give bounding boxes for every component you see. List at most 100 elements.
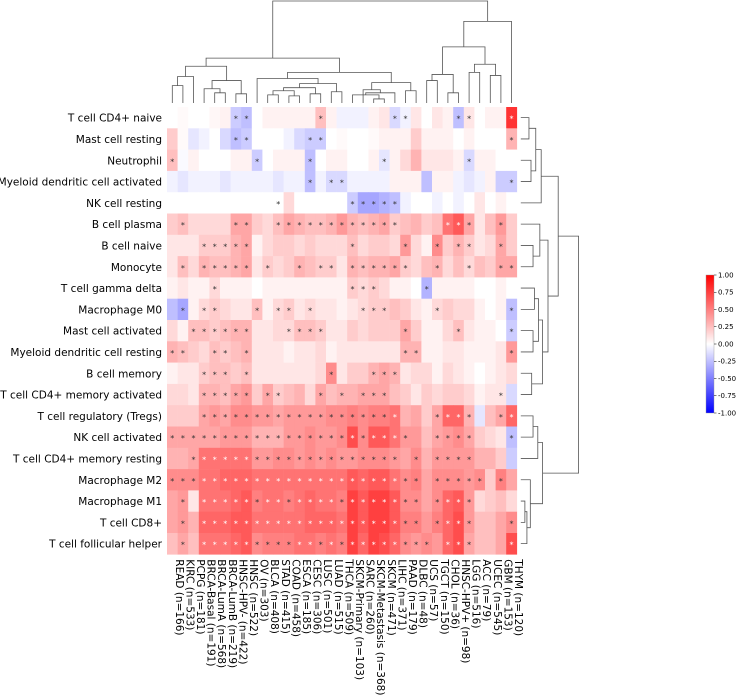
heatmap-cell [167,469,178,491]
significance-star: * [202,498,206,507]
heatmap-cell [410,170,422,193]
column-label-brca-luma-n-568: BRCA-LumA (n=568) [215,559,227,668]
significance-star: * [234,541,238,550]
significance-star: * [404,115,408,124]
heatmap-cell [230,533,242,555]
heatmap-cell [283,320,295,342]
column-label-gbm-n-153: GBM (n=153) [501,559,513,630]
significance-star: * [223,434,227,443]
heatmap-cell [304,170,316,193]
heatmap-cell [220,256,231,278]
heatmap-cell [389,469,401,491]
significance-star: * [499,264,503,273]
heatmap-cell [294,107,306,129]
heatmap-cell [273,149,284,172]
significance-star: * [435,413,439,422]
significance-star: * [266,498,270,507]
significance-star: * [467,413,471,422]
heatmap-cell [442,128,454,150]
heatmap-cell [230,341,242,363]
significance-star: * [287,519,291,528]
heatmap-cell [453,277,465,299]
significance-star: * [287,328,291,337]
heatmap-cell [474,256,486,278]
heatmap-cell [506,533,518,555]
heatmap-cell [495,107,507,129]
heatmap-cell [304,298,316,321]
heatmap-cell [400,362,412,385]
heatmap-cell [241,511,253,534]
row-label-t-cell-cd8: T cell CD8+ [99,517,162,529]
significance-star: * [351,413,355,422]
heatmap-cell [177,320,189,342]
heatmap-cell [421,533,433,555]
heatmap-cell [177,362,189,385]
heatmap-cell [220,107,231,129]
significance-star: * [446,455,450,464]
heatmap-cell [474,511,486,534]
heatmap-cell [389,128,401,150]
heatmap-cell [474,533,486,555]
heatmap-cell [167,426,178,449]
heatmap-cell [495,256,507,278]
heatmap-cell [283,511,295,534]
heatmap-cell [241,192,253,214]
heatmap-cell [315,256,327,278]
heatmap-cell [230,405,242,427]
heatmap-cell [453,511,465,534]
heatmap-cell [188,490,200,512]
heatmap-cell [389,426,401,449]
heatmap-cell [421,447,433,470]
heatmap-cell [294,341,306,363]
significance-star: * [382,519,386,528]
significance-star: * [361,498,365,507]
heatmap-cell [453,383,465,406]
colorbar-tick-label: 0.00 [718,340,734,348]
significance-star: * [245,242,249,251]
heatmap-cell [326,320,337,342]
significance-star: * [266,541,270,550]
heatmap-cell [315,192,327,214]
heatmap-cell [389,341,401,363]
heatmap-cell [188,170,200,193]
heatmap-cell [220,426,231,449]
heatmap-cell [230,426,242,449]
heatmap-cell [262,128,274,150]
significance-star: * [245,115,249,124]
heatmap-cell [379,234,390,257]
heatmap-cell [442,234,454,257]
heatmap-cell [230,469,242,491]
significance-star: * [319,498,323,507]
heatmap-cell [304,469,316,491]
row-label-b-cell-plasma: B cell plasma [92,219,162,231]
heatmap-cell [506,192,518,214]
heatmap-cell [241,383,253,406]
heatmap-cell [389,234,401,257]
heatmap-cell [368,234,380,257]
row-label-t-cell-follicular-helper: T cell follicular helper [48,539,163,551]
heatmap-cell [347,256,359,278]
significance-star: * [457,434,461,443]
heatmap-cell [453,107,465,129]
heatmap-cell [294,383,306,406]
significance-star: * [372,392,376,401]
heatmap-cell [177,277,189,299]
heatmap-cell [198,192,210,214]
dendrogram-branch [442,46,486,75]
significance-star: * [298,221,302,230]
heatmap-cell [177,107,189,129]
heatmap-cell [304,405,316,427]
heatmap-cell [410,320,422,342]
significance-star: * [382,455,386,464]
heatmap-cell [463,511,475,534]
heatmap-cell [389,107,401,129]
heatmap-cell [389,256,401,278]
heatmap-cell [368,277,380,299]
significance-star: * [287,306,291,315]
significance-star: * [298,413,302,422]
significance-star: * [234,434,238,443]
heatmap-cell [410,107,422,129]
significance-star: * [361,221,365,230]
significance-star: * [467,221,471,230]
heatmap-cell [230,170,242,193]
